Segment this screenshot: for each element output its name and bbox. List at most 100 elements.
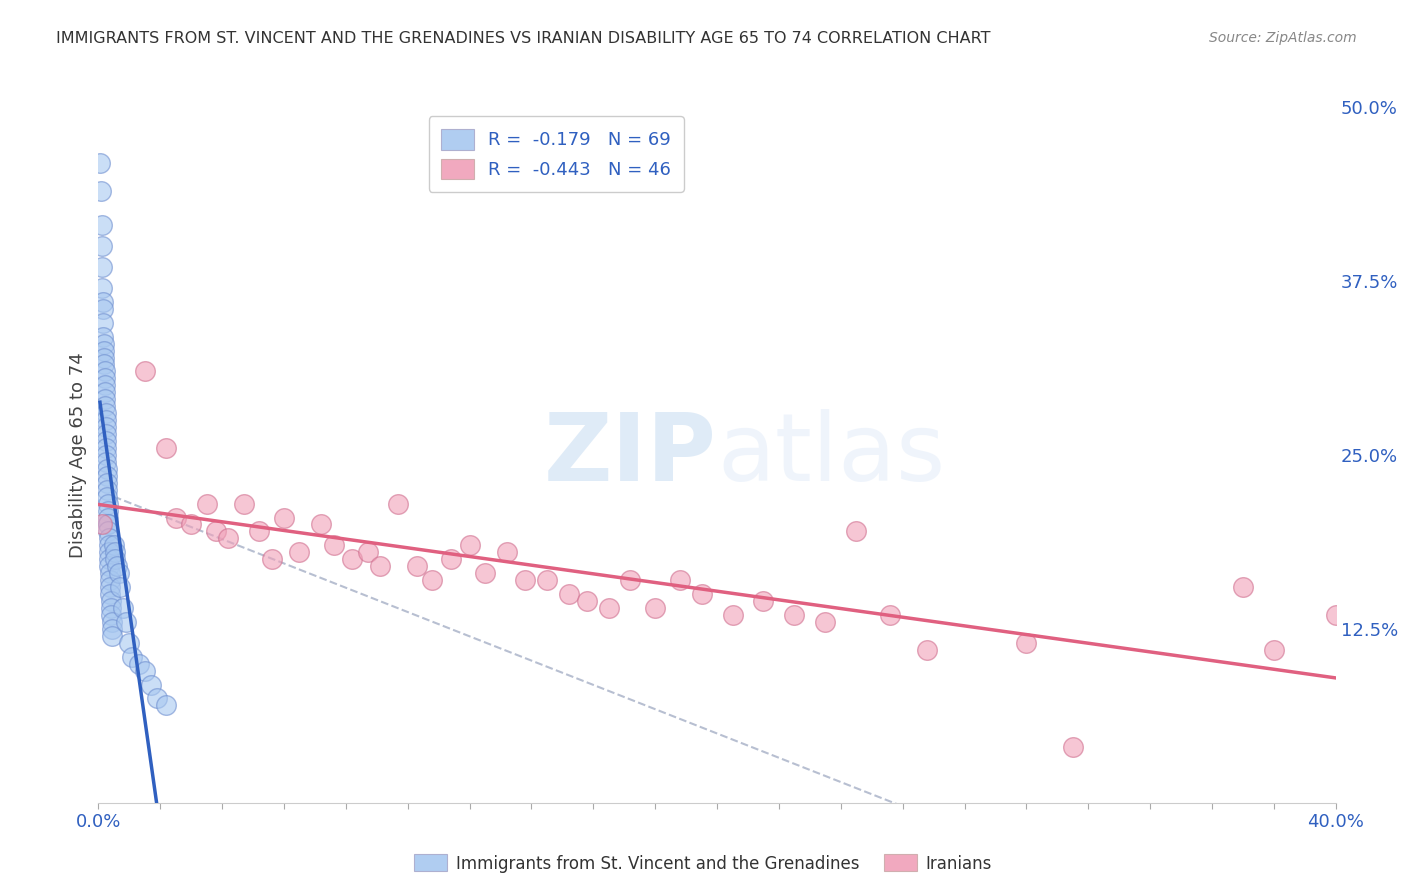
Point [89,155,111,169]
Point [98,580,121,594]
Point [103,538,125,552]
Point [576,594,599,608]
Point [91,281,114,295]
Point [93,364,115,378]
Point [644,601,666,615]
Point [97,532,120,546]
Point [783,607,806,622]
Point [97,497,120,511]
Point [91,260,114,274]
Point [94,399,117,413]
Text: atlas: atlas [717,409,945,501]
Point [232,497,254,511]
Point [94,420,117,434]
Point [121,649,143,664]
Point [108,580,131,594]
Point [96,462,118,476]
Point [1015,636,1038,650]
Point [96,475,118,490]
Point [96,448,118,462]
Point [96,441,118,455]
Point [536,573,558,587]
Point [146,691,169,706]
Point [309,517,332,532]
Point [322,538,344,552]
Point [100,607,122,622]
Point [557,587,579,601]
Point [90,219,112,233]
Legend: Immigrants from St. Vincent and the Grenadines, Iranians: Immigrants from St. Vincent and the Gren… [408,847,998,880]
Point [93,371,115,385]
Point [101,629,124,643]
Point [165,510,187,524]
Point [273,510,295,524]
Point [128,657,150,671]
Point [93,343,115,358]
Text: IMMIGRANTS FROM ST. VINCENT AND THE GRENADINES VS IRANIAN DISABILITY AGE 65 TO 7: IMMIGRANTS FROM ST. VINCENT AND THE GREN… [56,31,991,46]
Point [515,573,537,587]
Point [98,559,121,574]
Point [1062,740,1084,755]
Point [93,351,115,365]
Point [91,316,114,330]
Text: Source: ZipAtlas.com: Source: ZipAtlas.com [1209,31,1357,45]
Point [97,538,120,552]
Point [495,545,517,559]
Point [107,566,129,581]
Point [112,601,135,615]
Point [598,601,620,615]
Point [845,524,868,539]
Point [101,622,124,636]
Point [356,545,378,559]
Point [98,573,121,587]
Point [690,587,713,601]
Point [91,301,114,316]
Point [90,517,112,532]
Point [669,573,692,587]
Point [94,427,117,442]
Point [155,698,177,713]
Point [90,184,112,198]
Point [288,545,311,559]
Point [205,524,228,539]
Point [155,441,177,455]
Point [93,378,115,392]
Point [118,636,141,650]
Point [96,468,118,483]
Point [94,413,117,427]
Point [458,538,481,552]
Point [917,642,939,657]
Point [103,545,125,559]
Point [98,566,121,581]
Point [94,392,117,407]
Point [474,566,496,581]
Point [93,336,115,351]
Point [134,364,156,378]
Point [195,497,218,511]
Point [879,607,901,622]
Point [1232,580,1254,594]
Point [340,552,363,566]
Point [93,329,115,343]
Point [96,483,118,497]
Point [721,607,744,622]
Point [104,552,127,566]
Point [115,615,138,629]
Point [406,559,429,574]
Point [440,552,463,566]
Legend: R =  -0.179   N = 69, R =  -0.443   N = 46: R = -0.179 N = 69, R = -0.443 N = 46 [429,116,683,192]
Point [97,503,120,517]
Point [94,406,117,420]
Point [100,615,122,629]
Point [814,615,837,629]
Point [368,559,391,574]
Point [134,664,156,678]
Point [100,601,122,615]
Point [97,517,120,532]
Text: ZIP: ZIP [544,409,717,501]
Point [752,594,775,608]
Point [96,455,118,469]
Point [1324,607,1347,622]
Point [96,434,118,448]
Point [91,294,114,309]
